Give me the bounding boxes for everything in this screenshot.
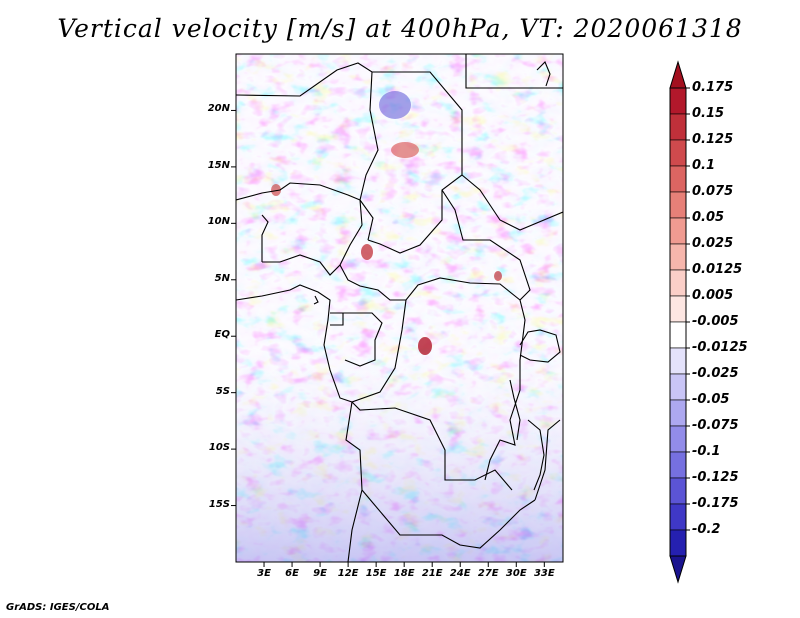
- colorbar-level-label: 0.125: [692, 132, 734, 147]
- lat-tick-label: 10S: [208, 442, 230, 454]
- lon-tick-label: 30E: [505, 568, 527, 579]
- lon-tick-label: 12E: [337, 568, 359, 579]
- colorbar-level-label: 0.0125: [692, 262, 743, 277]
- lat-tick-label: 20N: [207, 103, 230, 115]
- latitude-ticks: [231, 109, 236, 507]
- country-borders: [236, 54, 563, 562]
- colorbar-level-label: 0.05: [692, 210, 725, 225]
- lon-tick-label: 24E: [449, 568, 471, 579]
- colorbar-level-label: 0.075: [692, 184, 734, 199]
- velocity-field: [236, 54, 563, 562]
- longitude-ticks: [263, 562, 545, 567]
- colorbar-level-label: -0.075: [692, 418, 739, 433]
- colorbar-swatch: [669, 87, 687, 115]
- colorbar-swatch: [669, 191, 687, 219]
- lat-tick-label: 10N: [207, 216, 230, 228]
- colorbar-swatch: [669, 451, 687, 479]
- colorbar-level-label: -0.0125: [692, 340, 748, 355]
- lat-tick-label: 15S: [208, 498, 230, 510]
- colorbar-level-label: -0.025: [692, 366, 739, 381]
- colorbar-level-label: 0.005: [692, 288, 734, 303]
- colorbar-swatch: [669, 243, 687, 271]
- lon-tick-label: 6E: [285, 568, 299, 579]
- colorbar-swatch: [669, 295, 687, 323]
- lon-tick-label: 27E: [477, 568, 499, 579]
- colorbar-swatch: [669, 503, 687, 531]
- colorbar-top-arrow: [669, 60, 687, 89]
- colorbar-swatch: [669, 321, 687, 349]
- lat-tick-label: 5S: [215, 385, 230, 397]
- colorbar-swatch: [669, 477, 687, 505]
- lon-tick-label: 3E: [257, 568, 271, 579]
- colorbar-swatch: [669, 425, 687, 453]
- colorbar-swatch: [669, 139, 687, 167]
- lat-tick-label: 5N: [214, 272, 230, 284]
- colorbar-swatch: [669, 217, 687, 245]
- lon-tick-label: 21E: [421, 568, 443, 579]
- colorbar-bottom-arrow: [669, 555, 687, 584]
- colorbar-level-label: 0.175: [692, 80, 734, 95]
- colorbar-level-label: -0.1: [692, 444, 721, 459]
- colorbar-swatch: [669, 269, 687, 297]
- colorbar-level-label: 0.025: [692, 236, 734, 251]
- grads-credit: GrADS: IGES/COLA: [6, 602, 110, 613]
- colorbar-level-label: -0.175: [692, 496, 739, 511]
- coastline-and-lakes: [236, 61, 561, 491]
- colorbar-level-label: -0.05: [692, 392, 730, 407]
- colorbar-swatch: [669, 373, 687, 401]
- colorbar-swatch: [669, 347, 687, 375]
- colorbar-swatch: [669, 529, 687, 557]
- colorbar-level-label: -0.125: [692, 470, 739, 485]
- colorbar-level-label: 0.1: [692, 158, 716, 173]
- lon-tick-label: 33E: [533, 568, 555, 579]
- colorbar-level-label: 0.15: [692, 106, 725, 121]
- lon-tick-label: 18E: [393, 568, 415, 579]
- lat-tick-label: 15N: [207, 159, 230, 171]
- lon-tick-label: 9E: [313, 568, 327, 579]
- colorbar-swatch: [669, 399, 687, 427]
- lat-tick-label: EQ: [214, 329, 230, 341]
- lon-tick-label: 15E: [365, 568, 387, 579]
- colorbar-level-label: -0.005: [692, 314, 739, 329]
- colorbar-swatch: [669, 165, 687, 193]
- colorbar-level-label: -0.2: [692, 522, 721, 537]
- colorbar: [669, 60, 690, 584]
- map-frame: [235, 53, 564, 563]
- colorbar-swatch: [669, 113, 687, 141]
- chart-title: Vertical velocity [m/s] at 400hPa, VT: 2…: [57, 14, 743, 43]
